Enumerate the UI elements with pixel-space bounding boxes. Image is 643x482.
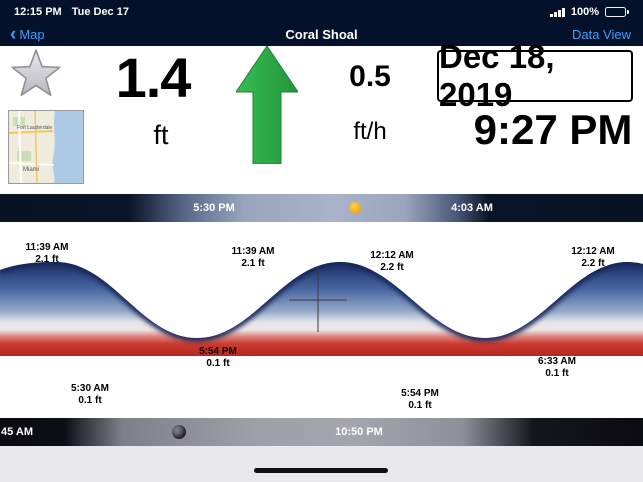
status-left: 12:15 PM Tue Dec 17 [14, 6, 129, 18]
moon-icon [172, 425, 186, 439]
night-end-time-label: 4:03 AM [451, 202, 493, 214]
tide-rate-unit: ft/h [353, 118, 387, 145]
status-bar: 12:15 PM Tue Dec 17 100% [0, 0, 643, 23]
location-map-thumbnail[interactable]: Fort Lauderdale Miami [8, 110, 84, 184]
selected-time-display: 9:27 PM [473, 106, 633, 153]
tide-level-value: 1.4 [115, 46, 192, 109]
tide-chart[interactable] [0, 232, 643, 368]
daylight-bar: 5:30 PM 4:03 AM [0, 194, 643, 222]
status-date: Tue Dec 17 [71, 5, 129, 18]
station-title: Coral Shoal [285, 27, 358, 42]
tide-curve-edge [0, 262, 643, 342]
night-bar: 45 AM 10:50 PM [0, 418, 643, 446]
back-to-map-button[interactable]: ‹ Map [10, 23, 45, 46]
date-picker-button[interactable]: Dec 18, 2019 [437, 38, 633, 113]
low-tide-label: 5:30 AM 0.1 ft [71, 383, 109, 406]
nav-bar: Coral Shoal ‹ Map Data View [0, 23, 643, 46]
status-time: 12:15 PM [14, 5, 62, 18]
cellular-signal-icon [550, 7, 565, 17]
night-start-time-label: 45 AM [1, 426, 33, 438]
status-right: 100% [550, 6, 629, 18]
tide-area-fill [0, 262, 643, 356]
home-indicator[interactable] [254, 468, 388, 473]
battery-percent: 100% [570, 5, 599, 18]
chevron-left-icon: ‹ [10, 24, 17, 45]
battery-icon [605, 6, 629, 17]
map-thumbnail-image: Fort Lauderdale Miami [8, 110, 83, 184]
map-city-label-2: Miami [23, 167, 39, 173]
bottom-strip [0, 446, 643, 482]
back-button-label: Map [19, 27, 45, 42]
tide-rising-arrow-icon [235, 45, 299, 169]
favorite-star-button[interactable] [10, 48, 62, 105]
tide-curve-graph [0, 262, 643, 356]
tide-level-unit: ft [153, 120, 169, 150]
map-city-label-1: Fort Lauderdale [17, 125, 53, 131]
crosshair-cursor[interactable] [289, 268, 347, 332]
tide-rate-value: 0.5 [349, 60, 391, 93]
moon-time-label: 10:50 PM [335, 426, 383, 438]
data-view-button[interactable]: Data View [571, 27, 631, 42]
sunset-time-label: 5:30 PM [193, 202, 235, 214]
low-tide-label: 5:54 PM 0.1 ft [401, 388, 439, 411]
star-icon [11, 49, 61, 96]
sun-icon [349, 202, 361, 214]
